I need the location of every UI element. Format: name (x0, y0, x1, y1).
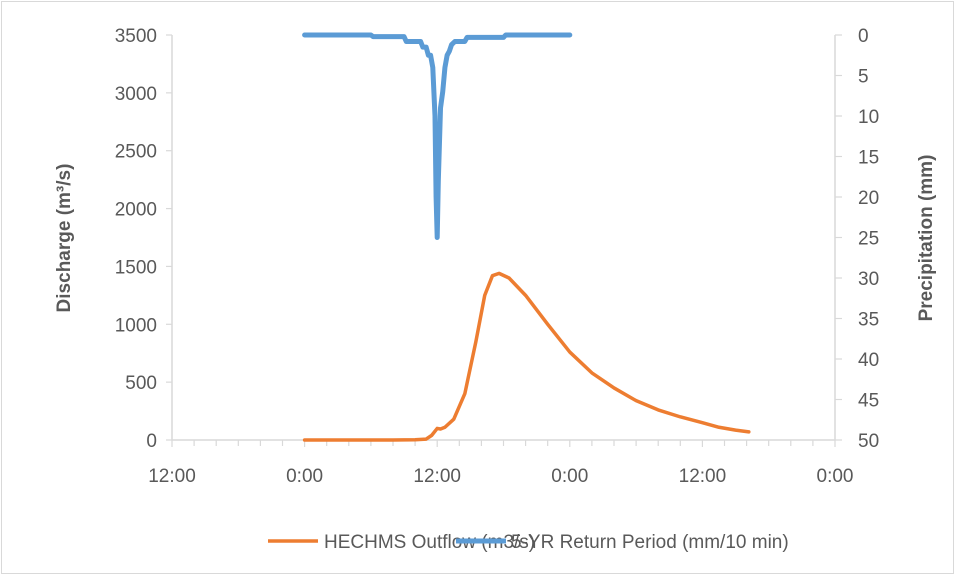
y-right-tick-label: 0 (858, 26, 869, 47)
legend-label-outflow: HECHMS Outflow (m3/s) (324, 532, 535, 553)
y-right-tick-label: 35 (858, 310, 879, 331)
y-right-tick-label: 40 (858, 350, 879, 371)
y-left-tick-label: 1000 (115, 315, 157, 336)
y-left-tick-label: 2500 (115, 142, 157, 163)
y-right-tick-label: 5 (858, 67, 869, 88)
y-left-tick-label: 2000 (115, 200, 157, 221)
legend-label-precip: 5-YR Return Period (mm/10 min) (511, 532, 789, 553)
y-right-tick-label: 10 (858, 107, 879, 128)
x-tick-label: 12:00 (679, 466, 727, 487)
y-left-tick-label: 500 (125, 373, 157, 394)
y-axis-right-title: Precipitation (mm) (916, 155, 937, 322)
series-line-precipitation (302, 32, 573, 240)
y-left-tick-label: 1500 (115, 257, 157, 278)
y-axis-left-title: Discharge (m³/s) (54, 164, 75, 313)
legend: HECHMS Outflow (m3/s) 5-YR Return Period… (268, 532, 789, 553)
y-right-tick-label: 20 (858, 188, 879, 209)
axes (171, 35, 836, 441)
y-right-tick-label: 50 (858, 431, 879, 452)
y-left-tick-label: 3500 (115, 26, 157, 47)
y-right-tick-label: 30 (858, 269, 879, 290)
y-left-tick-label: 3000 (115, 84, 157, 105)
y-right-tick-label: 45 (858, 391, 879, 412)
x-tick-label: 0:00 (551, 466, 588, 487)
series-lines (302, 32, 751, 442)
x-tick-label: 0:00 (817, 466, 854, 487)
y-left-tick-label: 0 (146, 431, 157, 452)
series-line-outflow (302, 271, 751, 442)
tick-labels: 12:00 0:00 12:00 0:00 12:00 0:000500100015002… (115, 26, 879, 487)
y-right-tick-label: 25 (858, 229, 879, 250)
ticks (166, 34, 842, 447)
y-right-tick-label: 15 (858, 148, 879, 169)
x-tick-label: 0:00 (286, 466, 323, 487)
x-tick-label: 12:00 (148, 466, 196, 487)
x-tick-label: 12:00 (413, 466, 461, 487)
